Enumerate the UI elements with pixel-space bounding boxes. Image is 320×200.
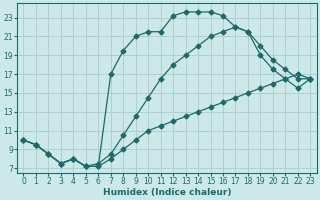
X-axis label: Humidex (Indice chaleur): Humidex (Indice chaleur) <box>103 188 231 197</box>
